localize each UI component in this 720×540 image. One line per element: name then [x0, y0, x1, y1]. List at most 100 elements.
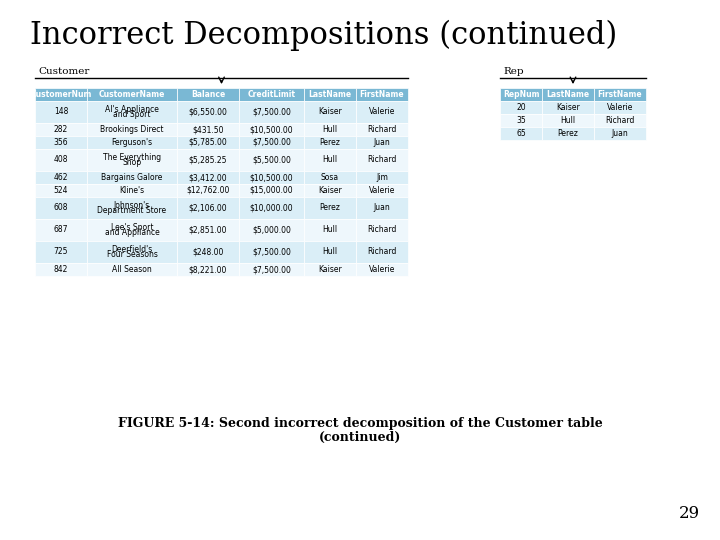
Bar	[87, 88, 177, 101]
Text: 29: 29	[679, 505, 700, 522]
Text: Kaiser: Kaiser	[556, 103, 580, 112]
Text: Richard: Richard	[367, 125, 397, 134]
Text: Perez: Perez	[320, 138, 341, 147]
Text: 148: 148	[54, 107, 68, 117]
Text: Four Seasons: Four Seasons	[107, 250, 158, 259]
Text: Hull: Hull	[560, 116, 575, 125]
Text: Bargains Galore: Bargains Galore	[102, 173, 163, 182]
Text: CustomerNum: CustomerNum	[30, 90, 91, 99]
Bar	[177, 197, 239, 219]
Bar	[304, 88, 356, 101]
Text: Richard: Richard	[367, 226, 397, 234]
Text: $7,500.00: $7,500.00	[252, 247, 291, 256]
Text: Sosa: Sosa	[321, 173, 339, 182]
Text: Valerie: Valerie	[369, 186, 395, 195]
Text: Al's Appliance: Al's Appliance	[105, 105, 159, 114]
Bar	[239, 184, 304, 197]
Bar	[35, 149, 87, 171]
Text: Richard: Richard	[606, 116, 635, 125]
Bar	[177, 171, 239, 184]
Bar	[35, 219, 87, 241]
Text: $5,500.00: $5,500.00	[252, 156, 291, 165]
Text: Valerie: Valerie	[369, 107, 395, 117]
Text: LastName: LastName	[308, 90, 351, 99]
Bar	[356, 149, 408, 171]
Text: Perez: Perez	[557, 129, 578, 138]
Bar	[177, 149, 239, 171]
Text: Kaiser: Kaiser	[318, 186, 342, 195]
Bar	[594, 127, 646, 140]
Bar	[35, 241, 87, 263]
Bar	[542, 114, 594, 127]
Text: All Season: All Season	[112, 265, 152, 274]
Text: 356: 356	[54, 138, 68, 147]
Text: 20: 20	[516, 103, 526, 112]
Bar	[356, 184, 408, 197]
Bar	[177, 241, 239, 263]
Text: Perez: Perez	[320, 204, 341, 213]
Text: Juan: Juan	[374, 138, 390, 147]
Text: Hull: Hull	[323, 247, 338, 256]
Bar	[356, 88, 408, 101]
Text: 35: 35	[516, 116, 526, 125]
Text: Department Store: Department Store	[97, 206, 166, 215]
Bar	[239, 171, 304, 184]
Text: 687: 687	[54, 226, 68, 234]
Text: and Appliance: and Appliance	[104, 228, 159, 237]
Text: Johnson's: Johnson's	[114, 201, 150, 210]
Bar	[594, 88, 646, 101]
Bar	[87, 171, 177, 184]
Text: Juan: Juan	[374, 204, 390, 213]
Text: Balance: Balance	[191, 90, 225, 99]
Text: $2,851.00: $2,851.00	[189, 226, 228, 234]
Bar	[35, 136, 87, 149]
Bar	[177, 219, 239, 241]
Text: $15,000.00: $15,000.00	[250, 186, 293, 195]
Text: $10,000.00: $10,000.00	[250, 204, 293, 213]
Bar	[177, 123, 239, 136]
Bar	[87, 197, 177, 219]
Bar	[594, 101, 646, 114]
Bar	[542, 88, 594, 101]
Bar	[304, 123, 356, 136]
Bar	[35, 197, 87, 219]
Text: CustomerName: CustomerName	[99, 90, 165, 99]
Bar	[35, 184, 87, 197]
Text: The Everything: The Everything	[103, 153, 161, 162]
Text: Hull: Hull	[323, 226, 338, 234]
Text: RepNum: RepNum	[503, 90, 539, 99]
Text: 65: 65	[516, 129, 526, 138]
Bar	[594, 114, 646, 127]
Text: $6,550.00: $6,550.00	[189, 107, 228, 117]
Bar	[177, 263, 239, 276]
Text: 408: 408	[54, 156, 68, 165]
Bar	[35, 123, 87, 136]
Bar	[87, 101, 177, 123]
Text: Ferguson's: Ferguson's	[112, 138, 153, 147]
Text: Juan: Juan	[611, 129, 629, 138]
Text: 725: 725	[54, 247, 68, 256]
Text: Richard: Richard	[367, 247, 397, 256]
Bar	[304, 197, 356, 219]
Bar	[304, 184, 356, 197]
Text: CreditLimit: CreditLimit	[248, 90, 295, 99]
Bar	[304, 263, 356, 276]
Text: $10,500.00: $10,500.00	[250, 125, 293, 134]
Bar	[177, 88, 239, 101]
Bar	[356, 171, 408, 184]
Text: 842: 842	[54, 265, 68, 274]
Bar	[239, 241, 304, 263]
Bar	[87, 123, 177, 136]
Text: 608: 608	[54, 204, 68, 213]
Text: (continued): (continued)	[319, 431, 401, 444]
Text: $2,106.00: $2,106.00	[189, 204, 228, 213]
Bar	[87, 149, 177, 171]
Text: $5,285.25: $5,285.25	[189, 156, 228, 165]
Bar	[500, 101, 542, 114]
Bar	[239, 149, 304, 171]
Text: $5,785.00: $5,785.00	[189, 138, 228, 147]
Bar	[87, 219, 177, 241]
Bar	[87, 241, 177, 263]
Text: Valerie: Valerie	[369, 265, 395, 274]
Bar	[356, 241, 408, 263]
